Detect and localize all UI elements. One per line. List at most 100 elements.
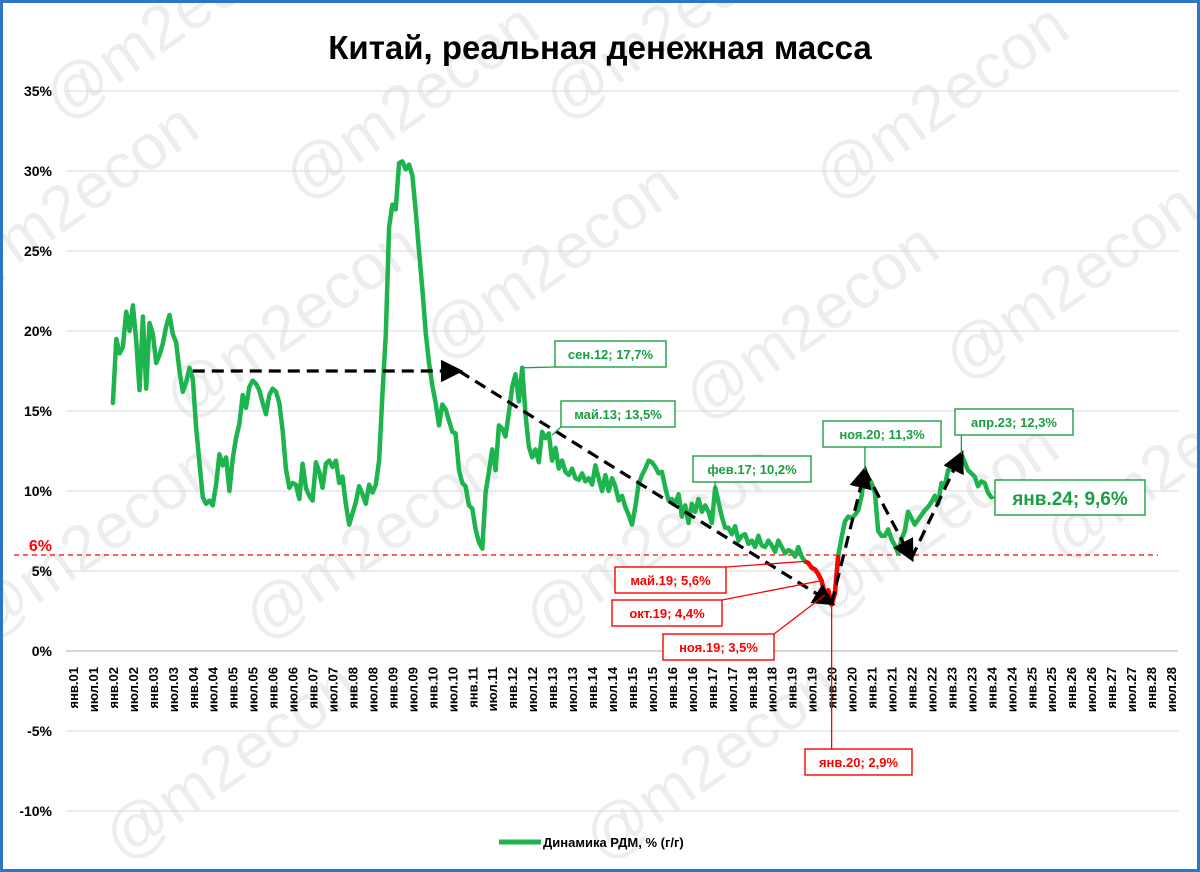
- watermark-text: @m2econ: [530, 3, 811, 134]
- x-tick-label: янв.08: [345, 667, 360, 709]
- x-tick-label: янв.17: [705, 667, 720, 709]
- x-tick-label: янв.13: [545, 667, 560, 709]
- annotation-leader: [551, 426, 562, 436]
- annotation-box: [614, 566, 727, 594]
- x-tick-label: июл.04: [206, 666, 221, 712]
- annotation-box: [662, 633, 775, 661]
- trend-segment: [830, 465, 872, 604]
- y-tick-label: 25%: [24, 243, 53, 259]
- x-tick-label: янв.26: [1064, 667, 1079, 709]
- x-tick-label: янв.07: [306, 667, 321, 709]
- annotation-label: фев.17; 10,2%: [707, 462, 797, 477]
- x-tick-label: июл.18: [765, 667, 780, 712]
- x-tick-label: июл.12: [525, 667, 540, 712]
- x-tick-label: июл.28: [1164, 667, 1179, 712]
- y-tick-label: 15%: [24, 403, 53, 419]
- annotation-label: ноя.20; 11,3%: [839, 427, 925, 442]
- x-tick-label: июл.05: [246, 667, 261, 712]
- y-tick-label: 20%: [24, 323, 53, 339]
- x-tick-label: янв.24: [984, 666, 999, 708]
- watermark-text: @m2econ: [3, 88, 211, 315]
- x-tick-label: июл.09: [405, 667, 420, 712]
- x-axis: янв.01 июл.01 янв.02 июл.02 янв.03 июл.03 янв.…: [66, 666, 1179, 712]
- x-tick-label: янв.12: [505, 667, 520, 709]
- annotation-label: апр.23; 12,3%: [971, 415, 1057, 430]
- legend: Динамика РДМ, % (г/г): [499, 835, 684, 850]
- watermark-text: @m2econ: [930, 168, 1197, 395]
- watermark-text: @m2econ: [670, 208, 951, 435]
- annotation-box: [804, 748, 913, 776]
- y-tick-label: -10%: [19, 803, 52, 819]
- x-tick-label: июл.15: [645, 667, 660, 712]
- x-tick-label: июл.06: [286, 667, 301, 712]
- x-tick-label: янв.25: [1024, 667, 1039, 709]
- x-tick-label: янв.21: [865, 667, 880, 709]
- y-tick-label: 5%: [32, 563, 53, 579]
- annotation-leader: [773, 594, 826, 635]
- x-tick-label: июл.17: [725, 667, 740, 712]
- x-tick-label: июл.03: [166, 667, 181, 712]
- x-tick-label: янв.02: [106, 667, 121, 709]
- x-tick-label: янв.14: [585, 666, 600, 708]
- x-tick-label: июл.26: [1084, 667, 1099, 712]
- x-tick-label: янв.16: [665, 667, 680, 709]
- y-axis: 35% 30% 25% 20% 15% 10% 5% 0% -5% -10%: [19, 83, 52, 819]
- x-tick-label: июл.27: [1124, 667, 1139, 712]
- y-tick-label: 30%: [24, 163, 53, 179]
- x-tick-label: июл.25: [1044, 667, 1059, 712]
- annotation-box: [560, 400, 676, 428]
- annotation-box: [994, 479, 1146, 516]
- x-tick-label: июл.19: [805, 667, 820, 712]
- annotation-label: сен.12; 17,7%: [568, 347, 654, 362]
- x-tick-label: июл.23: [964, 667, 979, 712]
- annotation-leader: [725, 560, 806, 568]
- x-tick-label: янв.22: [904, 667, 919, 709]
- x-tick-label: янв.01: [66, 667, 81, 709]
- y-tick-label: -5%: [27, 723, 52, 739]
- y-tick-label: 10%: [24, 483, 53, 499]
- x-tick-label: июл.01: [86, 667, 101, 712]
- annotation-box: [554, 340, 667, 368]
- x-tick-label: июл.10: [445, 667, 460, 712]
- x-tick-label: янв.04: [186, 666, 201, 708]
- x-tick-label: июл.07: [326, 667, 341, 712]
- x-tick-label: янв.05: [226, 667, 241, 709]
- trend-segment: [863, 469, 914, 563]
- x-tick-label: июл.20: [845, 667, 860, 712]
- x-tick-label: янв.11: [465, 667, 480, 708]
- threshold-label: 6%: [29, 538, 52, 555]
- x-tick-label: июл.02: [126, 667, 141, 712]
- annotation-label: янв.24; 9,6%: [1011, 489, 1128, 510]
- x-tick-label: янв.28: [1144, 667, 1159, 709]
- trend-segment: [910, 450, 964, 559]
- annotation-label: май.19; 5,6%: [630, 573, 711, 588]
- x-tick-label: июл.11: [485, 667, 500, 711]
- x-tick-label: янв.06: [266, 667, 281, 709]
- x-tick-label: июл.16: [685, 667, 700, 712]
- x-tick-label: янв.03: [146, 667, 161, 709]
- annotation-box: [611, 599, 723, 627]
- annotation-label: май.13; 13,5%: [574, 407, 662, 422]
- x-tick-label: янв.19: [785, 667, 800, 709]
- annotation-leader: [522, 366, 556, 369]
- annotation-label: янв.20; 2,9%: [819, 755, 899, 770]
- x-tick-label: янв.23: [944, 667, 959, 709]
- x-tick-label: янв.15: [625, 667, 640, 709]
- series-line: [110, 159, 994, 607]
- x-tick-label: янв.10: [425, 667, 440, 709]
- y-tick-label: 35%: [24, 83, 53, 99]
- chart: @m2econ@m2econ@m2econ@m2econ@m2econ@m2ec…: [3, 3, 1197, 869]
- x-tick-label: янв.09: [385, 667, 400, 709]
- chart-title: Китай, реальная денежная масса: [328, 29, 872, 66]
- y-tick-label: 0%: [32, 643, 53, 659]
- annotation-label: окт.19; 4,4%: [629, 606, 705, 621]
- threshold-layer: 6%: [14, 538, 1158, 556]
- annotation-box: [954, 408, 1074, 436]
- annotation-label: ноя.19; 3,5%: [679, 640, 758, 655]
- annotation-layer: сен.12; 17,7% май.13; 13,5% фев.17; 10,2% н…: [522, 340, 1146, 776]
- annotation-box: [692, 455, 812, 483]
- x-tick-label: июл.14: [605, 666, 620, 712]
- x-tick-label: янв.27: [1104, 667, 1119, 709]
- x-tick-label: июл.24: [1004, 666, 1019, 712]
